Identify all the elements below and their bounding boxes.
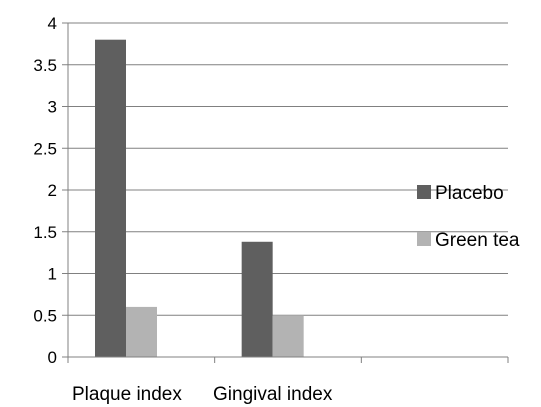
y-tick-label: 1	[48, 265, 57, 284]
legend-label: Placebo	[435, 183, 504, 204]
y-tick-label: 1.5	[33, 223, 57, 242]
bar-green-tea-1	[272, 315, 304, 357]
y-tick-label: 0.5	[33, 306, 57, 325]
y-tick-label: 2	[48, 181, 57, 200]
x-category-label: Plaque index	[72, 384, 182, 405]
legend-swatch	[417, 232, 431, 246]
legend-swatch	[417, 185, 431, 199]
legend-label: Green tea	[435, 230, 520, 251]
y-tick-labels: 0 0.5 1 1.5 2 2.5 3 3.5 4	[33, 14, 57, 367]
x-category-label: Gingival index	[213, 384, 333, 405]
y-tick-label: 0	[48, 348, 57, 367]
bars	[95, 39, 304, 357]
y-tick-label: 3	[48, 98, 57, 117]
x-category-labels: Plaque index Gingival index	[72, 384, 333, 405]
gridlines	[68, 22, 508, 316]
bar-placebo-0	[95, 39, 126, 357]
y-tick-label: 4	[48, 14, 57, 33]
bar-green-tea-0	[126, 306, 157, 357]
axes	[62, 22, 509, 363]
legend: Placebo Green tea	[417, 183, 520, 251]
y-tick-label: 2.5	[33, 139, 57, 158]
y-tick-label: 3.5	[33, 56, 57, 75]
bar-placebo-1	[241, 241, 273, 357]
